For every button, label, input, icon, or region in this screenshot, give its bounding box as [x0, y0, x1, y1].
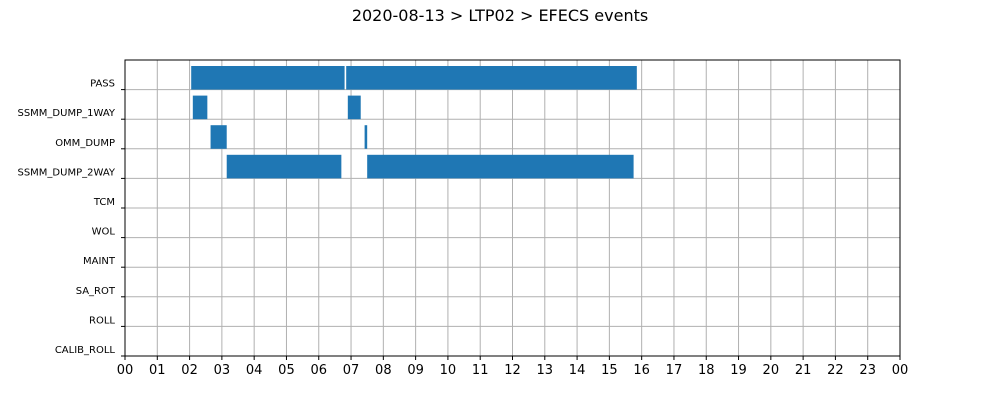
- event-bar: [367, 154, 634, 179]
- x-tick-label: 09: [407, 363, 424, 378]
- lane-label: MAINT: [83, 256, 116, 267]
- lane-label: CALIB_ROLL: [55, 345, 116, 356]
- event-bars: [191, 66, 637, 179]
- x-tick-label: 06: [310, 363, 327, 378]
- lane-label: SSMM_DUMP_2WAY: [17, 167, 115, 178]
- lane-label: ROLL: [89, 315, 115, 326]
- x-tick-label: 03: [214, 363, 231, 378]
- grid-lines: [125, 60, 900, 356]
- x-tick-label: 21: [795, 363, 812, 378]
- x-tick-label: 17: [666, 363, 683, 378]
- x-tick-label: 14: [569, 363, 586, 378]
- x-tick-label: 11: [472, 363, 489, 378]
- x-tick-label: 10: [440, 363, 457, 378]
- event-bar: [210, 125, 227, 149]
- x-tick-label: 00: [117, 363, 134, 378]
- x-tick-label: 19: [730, 363, 747, 378]
- x-tick-label: 23: [859, 363, 876, 378]
- x-tick-label: 12: [504, 363, 521, 378]
- x-tick-label: 04: [246, 363, 263, 378]
- lane-label: WOL: [92, 227, 116, 238]
- event-bar: [226, 154, 342, 179]
- x-tick-label: 08: [375, 363, 392, 378]
- x-tick-label: 15: [601, 363, 618, 378]
- lane-label: SSMM_DUMP_1WAY: [17, 108, 115, 119]
- x-tick-label: 13: [537, 363, 554, 378]
- x-tick-label: 02: [181, 363, 198, 378]
- x-tick-label: 00: [892, 363, 909, 378]
- event-bar: [346, 66, 637, 90]
- lane-label: PASS: [90, 79, 115, 90]
- event-bar: [347, 95, 361, 120]
- x-tick-label: 18: [698, 363, 715, 378]
- x-tick-label: 07: [343, 363, 360, 378]
- x-tick-label: 16: [633, 363, 650, 378]
- lane-label: OMM_DUMP: [55, 138, 115, 149]
- x-tick-label: 05: [278, 363, 295, 378]
- x-tick-label: 01: [149, 363, 166, 378]
- chart-title: 2020-08-13 > LTP02 > EFECS events: [351, 6, 649, 25]
- x-tick-label: 20: [763, 363, 780, 378]
- y-axis: PASS SSMM_DUMP_1WAY OMM_DUMP SSMM_DUMP_2WAY…: [17, 79, 125, 357]
- x-axis: 00 01 02 03 04 05 06 07 08 09 10 11 12 13 14 15 16 17 18 19…: [117, 356, 909, 378]
- event-bar: [364, 125, 368, 149]
- lane-label: TCM: [93, 197, 115, 208]
- x-tick-label: 22: [827, 363, 844, 378]
- event-bar: [192, 95, 208, 120]
- lane-label: SA_ROT: [76, 286, 116, 297]
- event-bar: [191, 66, 345, 90]
